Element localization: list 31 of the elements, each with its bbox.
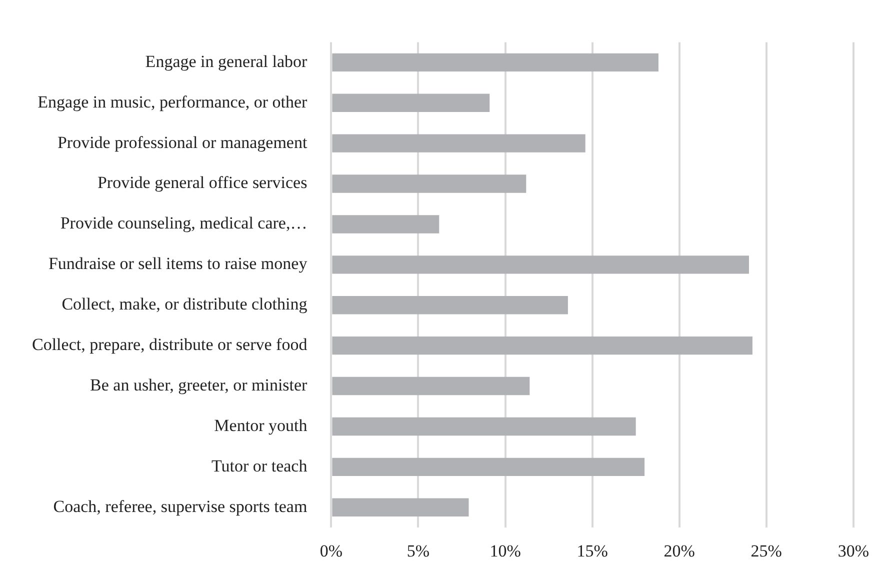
bar	[332, 215, 440, 234]
bar	[332, 376, 530, 396]
x-tick-label: 30%	[838, 541, 870, 560]
x-tick-label: 15%	[576, 541, 608, 560]
y-tick-label: Provide professional or management	[57, 132, 308, 152]
y-tick-label: Mentor youth	[214, 416, 308, 435]
y-tick-label: Engage in music, performance, or other	[38, 92, 308, 112]
y-tick-label: Collect, prepare, distribute or serve food	[32, 335, 308, 354]
y-tick-label: Coach, referee, supervise sports team	[53, 496, 308, 516]
bar	[332, 53, 658, 72]
bar	[332, 498, 469, 516]
bar	[332, 174, 526, 193]
x-tick-label: 10%	[490, 541, 521, 560]
bar	[332, 256, 749, 274]
y-tick-label: Engage in general labor	[145, 52, 308, 71]
bar	[332, 336, 752, 355]
bar	[332, 134, 586, 152]
y-tick-label: Be an usher, greeter, or minister	[90, 375, 308, 394]
bar	[332, 296, 568, 314]
y-tick-label: Provide general office services	[97, 173, 308, 192]
x-tick-label: 5%	[406, 541, 430, 560]
y-tick-label: Collect, make, or distribute clothing	[62, 294, 308, 314]
bar	[332, 458, 645, 476]
y-tick-label: Fundraise or sell items to raise money	[48, 254, 308, 274]
y-tick-label: Tutor or teach	[212, 456, 308, 476]
bar	[332, 417, 636, 436]
x-tick-label: 25%	[750, 541, 782, 560]
bar	[332, 94, 490, 112]
x-tick-label: 20%	[664, 541, 695, 560]
x-tick-label: 0%	[320, 541, 343, 560]
y-tick-label: Provide counseling, medical care,…	[60, 214, 308, 233]
